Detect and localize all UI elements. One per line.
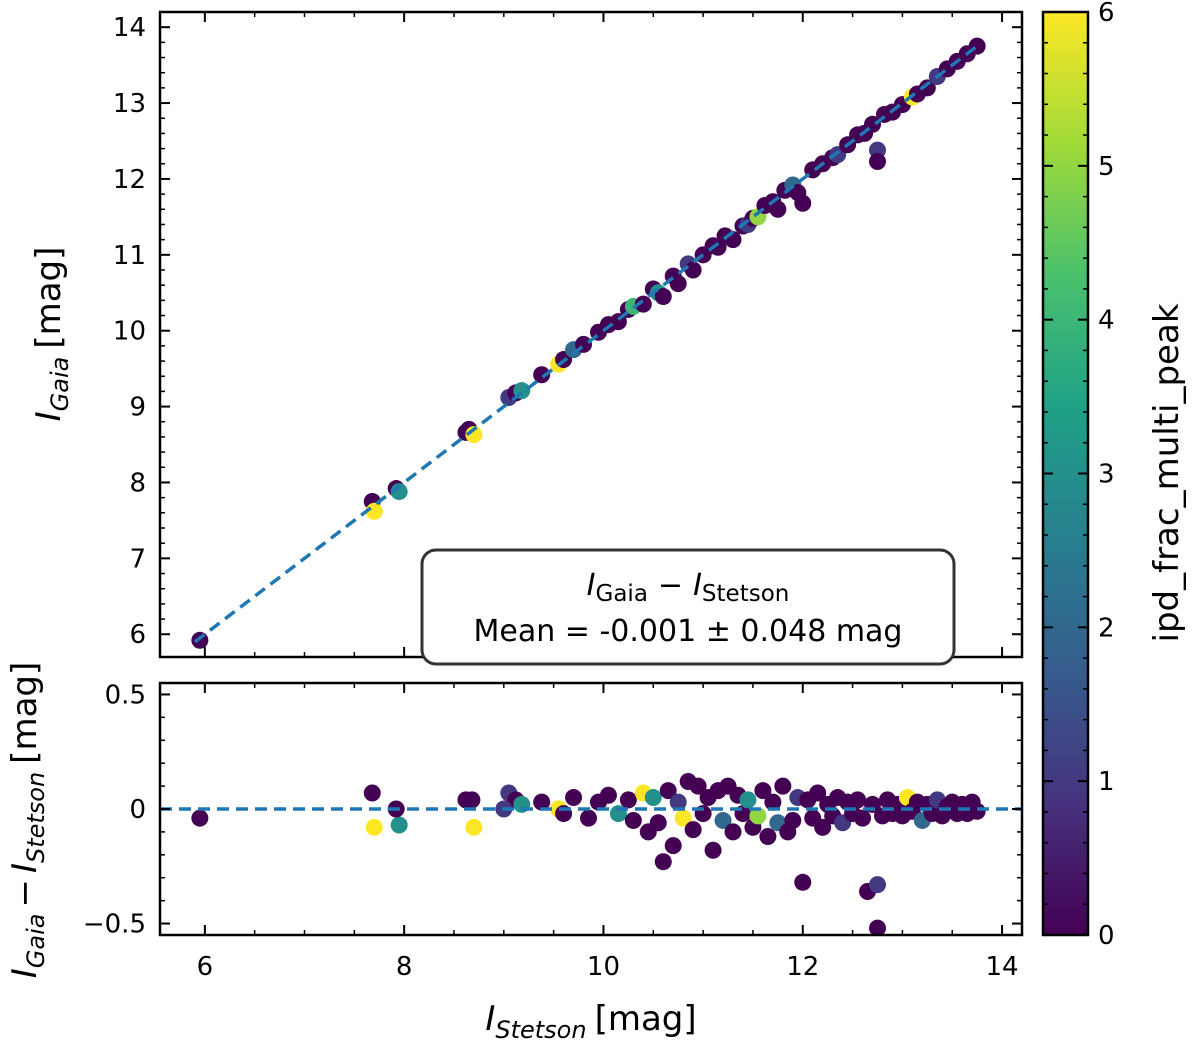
x-tick-label: 14 [986, 952, 1019, 982]
residual-data-point [363, 784, 381, 802]
colorbar-label: ipd_frac_multi_peak [1147, 303, 1187, 642]
main-panel: 6 7 8 9 10 11 12 13 14 IGaia[mag] IGaia − IStetson… [29, 10, 1024, 666]
residual-ytick-label: 0 [129, 795, 146, 825]
residual-data-point [191, 809, 209, 827]
residual-data-point [565, 789, 583, 807]
main-ytick-label: 7 [129, 544, 146, 574]
residual-data-point [764, 793, 782, 811]
residual-data-point [669, 793, 687, 811]
main-data-point [191, 631, 209, 649]
x-tick-label: 6 [197, 952, 214, 982]
residual-data-point [580, 809, 598, 827]
colorbar-tick-label: 1 [1098, 767, 1115, 797]
x-tick-label: 10 [587, 952, 620, 982]
colorbar-tick-label: 6 [1098, 0, 1115, 28]
main-data-point [918, 79, 936, 97]
residual-data-point [365, 818, 383, 836]
main-ytick-label: 12 [113, 165, 146, 195]
main-data-point [533, 366, 551, 384]
residual-points-layer [191, 773, 986, 935]
colorbar-ticks: 0 1 2 3 4 5 6 [1043, 0, 1115, 951]
residual-data-point [749, 807, 767, 825]
residual-data-point [869, 876, 887, 894]
colorbar-tick-label: 2 [1098, 613, 1115, 643]
main-ytick-label: 11 [113, 241, 146, 271]
colorbar-tick-label: 5 [1098, 152, 1115, 182]
residual-data-point [684, 821, 702, 839]
residual-data-point [674, 809, 692, 827]
main-data-point [684, 261, 702, 279]
main-ytick-label: 13 [113, 89, 146, 119]
main-ytick-label: 10 [113, 317, 146, 347]
main-ticks: 6 7 8 9 10 11 12 13 14 [113, 11, 1022, 657]
residual-data-point [854, 809, 872, 827]
x-tick-label: 8 [396, 952, 413, 982]
main-ylabel: IGaia[mag] [29, 247, 74, 422]
x-axis-label: IStetson [mag] [485, 999, 696, 1041]
residual-ytick-label: −0.5 [83, 910, 146, 940]
residual-data-point [869, 919, 887, 935]
residual-data-point [599, 786, 617, 804]
main-data-point [654, 288, 672, 306]
stats-box-title: IGaia − IStetson [587, 568, 790, 607]
stats-box-mean: Mean = -0.001 ± 0.048 mag [474, 614, 903, 649]
main-identity-line [193, 44, 979, 644]
residual-data-point [689, 777, 707, 795]
residual-data-point [714, 811, 732, 829]
main-data-point [794, 194, 812, 212]
residual-data-point [704, 841, 722, 859]
residual-data-point [533, 793, 551, 811]
residual-data-point [968, 802, 986, 820]
colorbar-tick-label: 3 [1098, 460, 1115, 490]
residual-data-point [759, 827, 777, 845]
residual-data-point [659, 782, 677, 800]
main-data-point [634, 295, 652, 313]
residual-data-point [754, 782, 772, 800]
residual-data-point [784, 811, 802, 829]
stats-annotation-box: IGaia − IStetson Mean = -0.001 ± 0.048 mag [420, 548, 956, 666]
residual-ylabel: IGaia−IStetson[mag] [5, 662, 50, 979]
residual-data-point [619, 791, 637, 809]
residual-data-point [390, 816, 408, 834]
residual-ticks: 6 8 10 12 14 −0.5 0 0.5 [83, 680, 1022, 982]
main-ytick-label: 6 [129, 620, 146, 650]
main-data-point [769, 200, 787, 218]
colorbar-tick-label: 0 [1098, 921, 1115, 951]
residual-data-point [724, 823, 742, 841]
main-ytick-label: 14 [113, 13, 146, 43]
residual-data-point [654, 853, 672, 871]
residual-panel: 6 8 10 12 14 −0.5 0 0.5 IStetson [mag] IGaia−ISt… [5, 662, 1024, 1044]
residual-data-point [465, 818, 483, 836]
residual-data-point [624, 811, 642, 829]
residual-data-point [463, 791, 481, 809]
main-ytick-label: 8 [129, 468, 146, 498]
residual-data-point [649, 814, 667, 832]
residual-data-point [814, 818, 832, 836]
residual-data-point [739, 791, 757, 809]
residual-data-point [774, 777, 792, 795]
colorbar-tick-label: 4 [1098, 306, 1115, 336]
colorbar: 0 1 2 3 4 5 6 ipd_frac_multi_peak [1041, 0, 1187, 951]
residual-data-point [664, 837, 682, 855]
residual-data-point [794, 873, 812, 891]
residual-data-point [644, 789, 662, 807]
main-data-point [869, 152, 887, 170]
main-ytick-label: 9 [129, 393, 146, 423]
residual-data-point [809, 784, 827, 802]
main-data-point [669, 275, 687, 293]
residual-ytick-label: 0.5 [105, 680, 146, 710]
stats-box-background [420, 548, 956, 666]
residual-data-point [849, 791, 867, 809]
x-tick-label: 12 [786, 952, 819, 982]
